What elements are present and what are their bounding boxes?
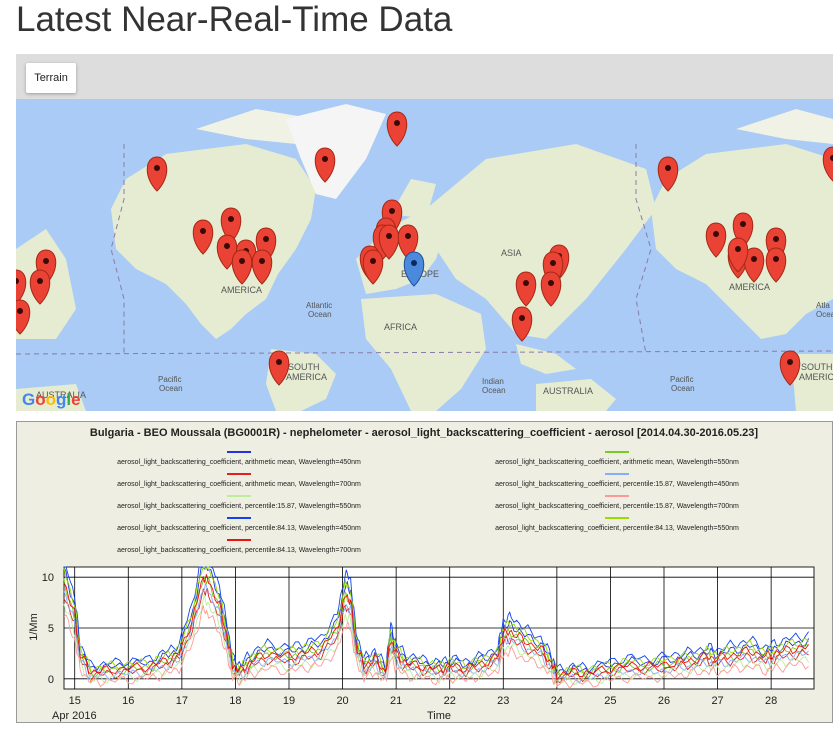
map-label-south-america: AMERICA: [286, 372, 327, 382]
map-marker[interactable]: [29, 269, 51, 305]
chart-title: Bulgaria - BEO Moussala (BG0001R) - neph…: [90, 427, 759, 439]
map-marker[interactable]: [16, 269, 27, 305]
map-label-pacific: Pacific: [158, 375, 182, 384]
map-marker[interactable]: [362, 249, 384, 285]
legend-entry: aerosol_light_backscattering_coefficient…: [495, 459, 739, 466]
series-line: [63, 566, 809, 676]
chart-panel: Bulgaria - BEO Moussala (BG0001R) - neph…: [16, 421, 833, 723]
map-label-pacific-repeat: Pacific: [670, 375, 694, 384]
legend-entry: aerosol_light_backscattering_coefficient…: [495, 503, 739, 510]
map-marker[interactable]: [779, 350, 801, 386]
map-label-atlantic-repeat: Atla: [816, 301, 830, 310]
x-tick-label: 24: [551, 695, 563, 707]
chart-svg: Bulgaria - BEO Moussala (BG0001R) - neph…: [28, 427, 815, 722]
x-tick-label: 16: [122, 695, 134, 707]
x-tick-label: 28: [765, 695, 777, 707]
map-marker[interactable]: [251, 249, 273, 285]
x-tick-label: 19: [283, 695, 295, 707]
map-marker[interactable]: [378, 224, 400, 260]
map-controls-bar: Terrain: [16, 54, 833, 99]
terrain-map-type-button[interactable]: Terrain: [26, 63, 76, 93]
map-label-australia-left: AUSTRALIA: [36, 390, 86, 400]
y-tick-label: 10: [42, 572, 54, 584]
map-marker[interactable]: [765, 247, 787, 283]
world-map[interactable]: Terrain ASIA EUROPE: [16, 54, 833, 411]
x-tick-label: 22: [444, 695, 456, 707]
legend-entry: aerosol_light_backscattering_coefficient…: [117, 481, 361, 488]
x-tick-label: 20: [336, 695, 348, 707]
map-marker[interactable]: [231, 249, 253, 285]
map-marker[interactable]: [657, 156, 679, 192]
x-month-label: Apr 2016: [52, 710, 97, 722]
map-label-south: SOUTH: [288, 362, 320, 372]
x-tick-label: 21: [390, 695, 402, 707]
map-marker[interactable]: [822, 146, 833, 182]
map-marker[interactable]: [268, 350, 290, 386]
map-marker[interactable]: [397, 224, 419, 260]
x-tick-label: 17: [176, 695, 188, 707]
map-marker[interactable]: [743, 247, 765, 283]
map-label-atlantic-ocean: Ocean: [308, 310, 332, 319]
map-label-indian: Indian: [482, 377, 504, 386]
map-label-pacific-ocean: Ocean: [159, 384, 183, 393]
google-logo[interactable]: Google: [22, 390, 81, 409]
x-tick-label: 27: [711, 695, 723, 707]
map-marker[interactable]: [220, 207, 242, 243]
x-tick-label: 18: [229, 695, 241, 707]
map-label-australia: AUSTRALIA: [543, 386, 593, 396]
y-axis-label: 1/Mm: [28, 613, 40, 641]
map-canvas[interactable]: ASIA EUROPE AFRICA AMERICA AMERICA SOUTH…: [16, 99, 833, 411]
map-label-north-america-repeat: AMERICA: [729, 282, 770, 292]
map-label-africa: AFRICA: [384, 322, 417, 332]
map-marker[interactable]: [192, 219, 214, 255]
map-marker[interactable]: [16, 299, 31, 335]
map-marker-selected[interactable]: [403, 251, 425, 287]
map-marker[interactable]: [727, 237, 749, 273]
map-marker[interactable]: [386, 111, 408, 147]
map-label-north-america: AMERICA: [221, 285, 262, 295]
map-marker[interactable]: [511, 306, 533, 342]
page-title: Latest Near-Real-Time Data: [16, 0, 453, 39]
map-marker[interactable]: [146, 156, 168, 192]
series-line: [63, 594, 809, 686]
legend-entry: aerosol_light_backscattering_coefficient…: [117, 547, 361, 554]
legend-entry: aerosol_light_backscattering_coefficient…: [495, 481, 739, 488]
map-label-atlantic-ocean-repeat: Ocea: [816, 310, 833, 319]
map-label-asia: ASIA: [501, 248, 522, 258]
series-line: [64, 566, 809, 674]
map-label-south-america-repeat: AMERICA: [799, 372, 833, 382]
map-marker[interactable]: [314, 147, 336, 183]
legend-entry: aerosol_light_backscattering_coefficient…: [117, 525, 361, 532]
series-line: [63, 605, 809, 690]
legend-entry: aerosol_light_backscattering_coefficient…: [117, 459, 361, 466]
map-label-atlantic: Atlantic: [306, 301, 332, 310]
map-marker[interactable]: [540, 271, 562, 307]
y-tick-label: 0: [48, 674, 54, 686]
x-tick-label: 23: [497, 695, 509, 707]
map-label-pacific-ocean-repeat: Ocean: [671, 384, 695, 393]
x-tick-label: 26: [658, 695, 670, 707]
map-label-south-repeat: SOUTH: [801, 362, 833, 372]
series-line: [63, 582, 809, 685]
y-tick-label: 5: [48, 623, 54, 635]
map-marker[interactable]: [705, 222, 727, 258]
legend-entry: aerosol_light_backscattering_coefficient…: [117, 503, 361, 510]
map-label-indian-ocean: Ocean: [482, 386, 506, 395]
x-tick-label: 25: [604, 695, 616, 707]
legend-entry: aerosol_light_backscattering_coefficient…: [495, 525, 739, 532]
map-marker[interactable]: [515, 271, 537, 307]
series-line: [63, 574, 809, 681]
series-line: [63, 566, 810, 676]
x-axis-label: Time: [427, 710, 451, 722]
x-tick-label: 15: [69, 695, 81, 707]
